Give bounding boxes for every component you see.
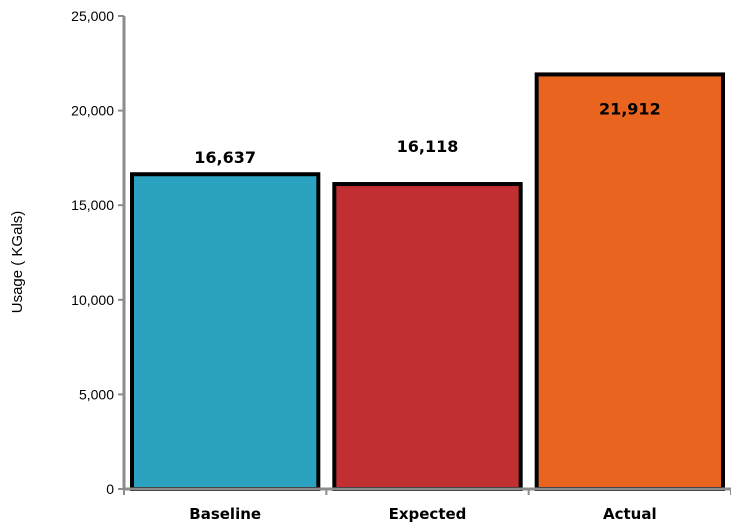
x-tick-label-baseline: Baseline — [189, 505, 261, 523]
x-tick-label-expected: Expected — [389, 505, 467, 523]
x-tick-label-actual: Actual — [603, 505, 657, 523]
data-label-actual: 21,912 — [599, 99, 661, 118]
y-axis-label: Usage ( KGals) — [9, 211, 26, 314]
y-tick-label: 10,000 — [71, 292, 114, 308]
y-tick-label: 15,000 — [71, 197, 114, 213]
bar-baseline — [130, 172, 321, 491]
y-tick-label: 25,000 — [71, 8, 114, 24]
data-label-baseline: 16,637 — [194, 148, 256, 167]
axes-layer — [118, 15, 731, 495]
y-tick-label: 5,000 — [79, 386, 114, 402]
y-tick-label: 20,000 — [71, 103, 114, 119]
labels-layer: 0 5,000 10,000 15,000 20,000 25,000 Baseline Ex… — [71, 8, 661, 523]
bar-expected — [332, 182, 523, 491]
bars-layer — [130, 72, 726, 491]
data-label-expected: 16,118 — [397, 137, 459, 156]
y-tick-label: 0 — [106, 481, 114, 497]
bar-actual — [534, 72, 726, 491]
